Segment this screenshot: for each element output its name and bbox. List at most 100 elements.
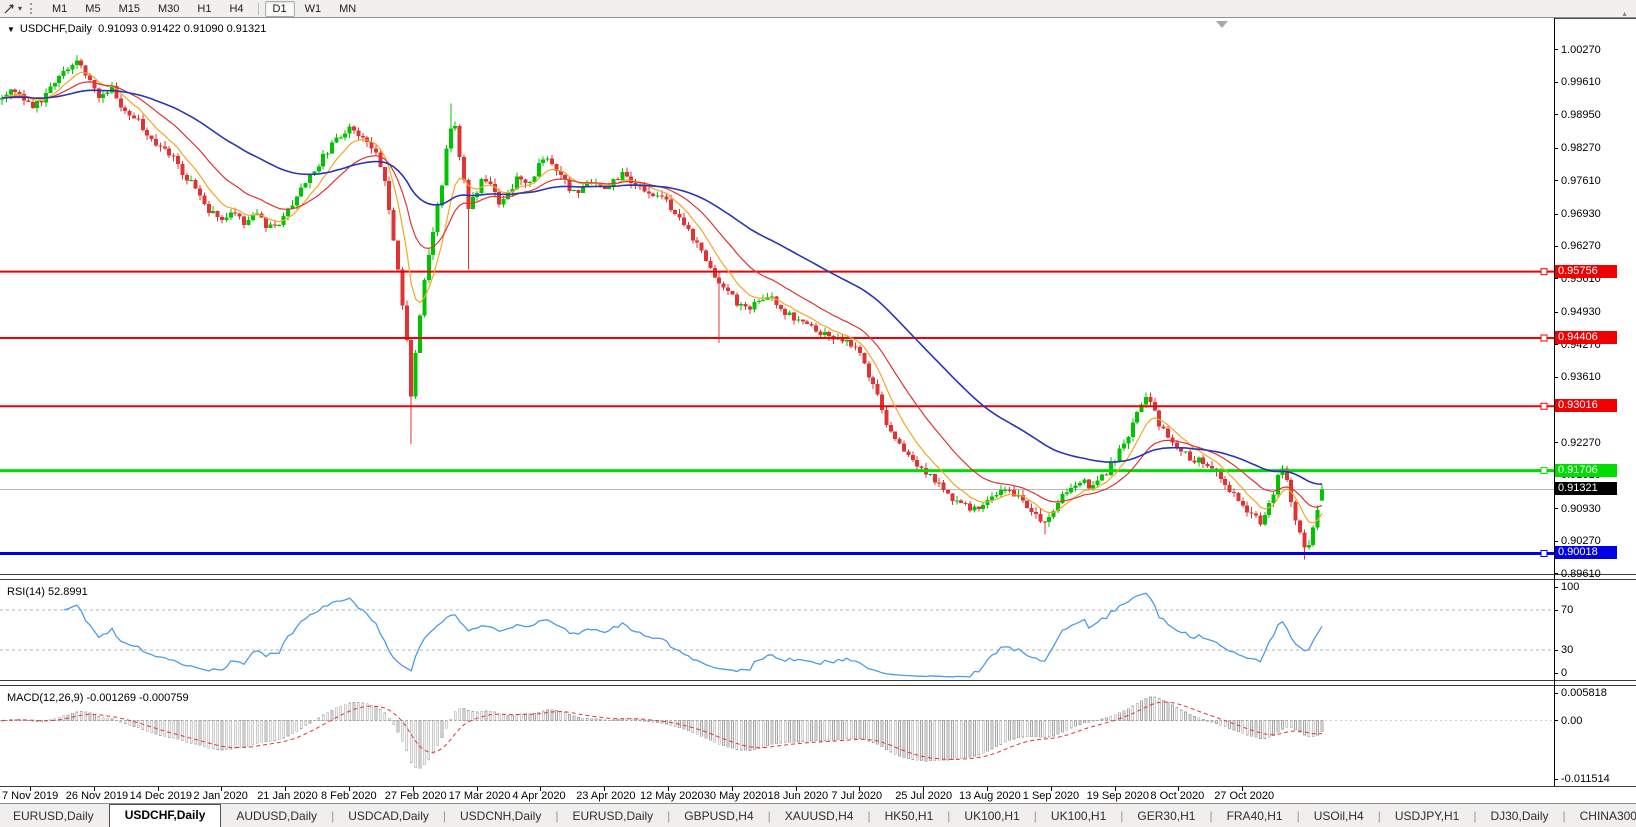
chart-tab-usdcnh-daily[interactable]: USDCNH,Daily [460,809,542,823]
date-axis-tick [476,787,478,791]
chart-tab-uk100-h1[interactable]: UK100,H1 [964,809,1020,823]
macd-indicator-canvas[interactable] [0,686,1554,786]
timeframe-button-h4[interactable]: H4 [229,2,244,15]
chart-tab-ger30-h1[interactable]: GER30,H1 [1137,809,1196,823]
timeframe-button-m1[interactable]: M1 [52,2,68,15]
tab-separator: | [555,809,559,823]
level-line-anchor[interactable] [1540,334,1548,342]
level-line-anchor[interactable] [1540,268,1548,276]
date-axis-label: 27 Feb 2020 [384,790,447,802]
date-axis-label: 12 May 2020 [640,790,704,802]
tab-separator: | [1120,809,1124,823]
date-axis-label: 17 Mar 2020 [448,790,511,802]
toolbar-grip-handle[interactable] [30,3,36,14]
chart-tab-gbpusd-h4[interactable]: GBPUSD,H4 [684,809,754,823]
date-axis-tick [93,787,95,791]
date-axis-label: 21 Jan 2020 [257,790,318,802]
date-axis[interactable]: 7 Nov 2019 26 Nov 2019 14 Dec 2019 2 Jan 20… [0,786,1636,803]
chart-tab-bar: EURUSD,Daily USDCHF,Daily AUDUSD,Daily | USD… [0,803,1636,827]
toolbar-separator [257,2,259,15]
moving-average-line-8 [1,71,1323,524]
timeframe-buttons: M1 M5 M15 M30 H1 H4 D1 W1 MN [43,0,365,17]
chart-tab-china300-h1[interactable]: CHINA300,H1 [1579,809,1636,823]
rsi-axis-label: 0 [1554,667,1567,679]
chart-tab-usoil-h4[interactable]: USOil,H4 [1313,809,1364,823]
timeframe-button-d1[interactable]: D1 [264,0,295,17]
toolbar-tool-button[interactable]: ▾ [0,3,25,15]
date-axis-label: 8 Feb 2020 [321,790,377,802]
tab-separator: | [1033,809,1037,823]
tab-separator: | [667,809,671,823]
candles-layer [0,54,1324,560]
tab-separator: | [1377,809,1381,823]
chart-tab-usdcad-daily[interactable]: USDCAD,Daily [348,809,429,823]
date-axis-tick [668,787,669,791]
price-level-badge: 0.90018 [1555,546,1617,560]
chart-tab-usdchf-daily[interactable]: USDCHF,Daily [108,804,222,827]
price-level-badge: 0.95756 [1555,264,1617,278]
date-axis-label: 25 Jul 2020 [895,790,953,802]
tab-separator: | [331,809,335,823]
tab-separator: | [947,809,951,823]
date-axis-tick [1050,787,1052,791]
chart-tab-eurusd-daily[interactable]: EURUSD,Daily [13,809,94,823]
toolbar-overflow-up-icon[interactable]: ▲ [1621,11,1628,18]
level-line-anchor[interactable] [1540,549,1548,557]
chart-tab-dj30-daily[interactable]: DJ30,Daily [1490,809,1549,823]
date-axis-tick [987,787,988,791]
price-axis-label: 0.92270 [1554,437,1601,449]
timeframe-button-mn[interactable]: MN [339,2,357,15]
date-axis-tick [221,787,223,791]
price-axis-label: 0.90930 [1554,503,1601,515]
rsi-axis-label: 70 [1554,604,1573,616]
tab-separator: | [1473,809,1477,823]
timeframe-button-w1[interactable]: W1 [304,2,322,15]
panel-splitter[interactable] [0,680,1636,686]
date-axis-tick [30,787,31,791]
chart-tab-xauusd-h4[interactable]: XAUUSD,H4 [784,809,854,823]
date-axis-label: 18 Jun 2020 [767,790,829,802]
date-axis-label: 23 Apr 2020 [576,790,636,802]
date-axis-label: 19 Sep 2020 [1086,790,1149,802]
timeframe-button-m5[interactable]: M5 [85,2,101,15]
chart-ohlc-values: 0.91093 0.91422 0.91090 0.91321 [98,23,267,35]
chart-title: ▼ USDCHF,Daily 0.91093 0.91422 0.91090 0.… [7,23,266,35]
date-axis-label: 30 May 2020 [703,790,768,802]
tab-separator: | [1209,809,1213,823]
timeframe-button-m30[interactable]: M30 [157,2,180,15]
date-axis-tick [604,787,606,791]
chart-shift-marker-icon[interactable] [1216,21,1228,28]
price-axis-line [1554,18,1555,786]
rsi-indicator-canvas[interactable] [0,580,1554,680]
symbol-marker-icon: ▼ [7,25,15,34]
date-axis-tick [412,787,414,791]
chart-tab-uk100-h1[interactable]: UK100,H1 [1050,809,1107,823]
level-lines[interactable] [0,268,1554,557]
price-axis-label: 0.97610 [1554,175,1601,187]
chart-tab-audusd-daily[interactable]: AUDUSD,Daily [236,809,318,823]
timeframe-button-h1[interactable]: H1 [197,2,212,15]
price-level-badge: 0.93016 [1555,399,1617,413]
rsi-axis-label: 30 [1554,644,1573,656]
level-line-anchor[interactable] [1540,467,1548,475]
main-price-chart-canvas[interactable] [0,18,1554,574]
panel-splitter[interactable] [0,574,1636,580]
macd-axis-label: 0.00 [1554,715,1582,727]
chart-tab-usdjpy-h1[interactable]: USDJPY,H1 [1394,809,1460,823]
chart-tab-fra40-h1[interactable]: FRA40,H1 [1226,809,1283,823]
price-axis-label: 0.98270 [1554,142,1601,154]
macd-axis-label: -0.011514 [1554,773,1610,785]
level-line-anchor[interactable] [1540,402,1548,410]
price-axis-label: 1.00270 [1554,44,1601,56]
date-axis-label: 8 Oct 2020 [1150,790,1205,802]
price-axis-label: 0.90270 [1554,535,1601,547]
chart-symbol-label: USDCHF,Daily [19,23,93,35]
date-axis-tick [923,787,925,791]
date-axis-label: 4 Apr 2020 [512,790,566,802]
chart-tab-hk50-h1[interactable]: HK50,H1 [884,809,934,823]
timeframe-button-m15[interactable]: M15 [118,2,140,15]
chart-tab-eurusd-daily[interactable]: EURUSD,Daily [572,809,654,823]
date-axis-label: 1 Sep 2020 [1022,790,1080,802]
date-axis-label: 14 Dec 2019 [129,790,192,802]
